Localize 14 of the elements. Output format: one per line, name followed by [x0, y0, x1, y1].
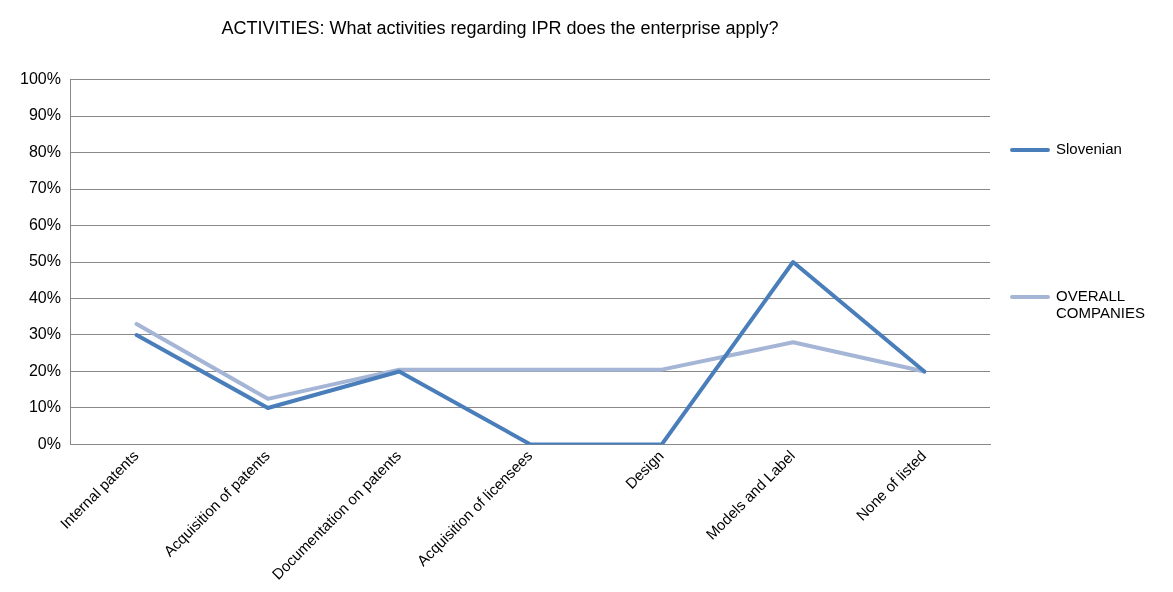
- y-tick-label: 90%: [28, 106, 61, 124]
- legend-label: Slovenian: [1056, 140, 1122, 157]
- y-tick-label: 70%: [28, 179, 61, 197]
- y-tick-label: 100%: [20, 70, 61, 88]
- legend-label: OVERALL COMPANIES: [1056, 287, 1146, 321]
- y-tick-label: 50%: [28, 252, 61, 270]
- y-tick-label: 0%: [37, 434, 61, 452]
- y-tick-label: 20%: [28, 361, 61, 379]
- y-tick-label: 80%: [28, 142, 61, 160]
- y-tick-label: 10%: [28, 398, 61, 416]
- y-tick-label: 30%: [28, 325, 61, 343]
- y-tick-label: 60%: [28, 215, 61, 233]
- y-tick-label: 40%: [28, 288, 61, 306]
- chart-title: ACTIVITIES: What activities regarding IPR does the enterprise apply?: [221, 17, 779, 38]
